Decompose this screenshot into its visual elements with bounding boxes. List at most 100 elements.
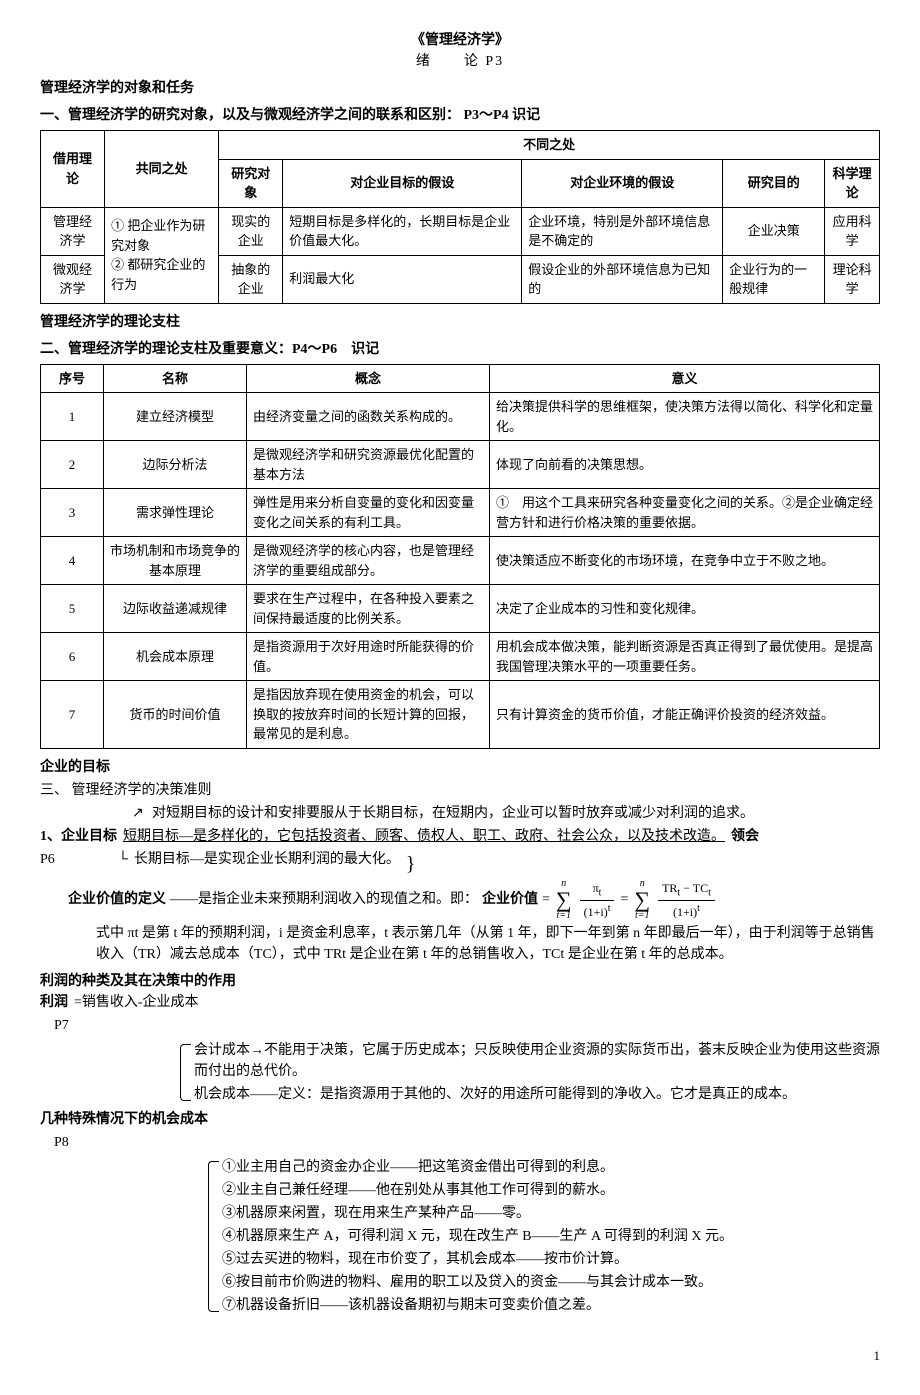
- sigma-icon: n∑t=1: [556, 879, 572, 921]
- section-1-sub: 一、管理经济学的研究对象，以及与微观经济学之间的联系和区别： P3～P4 识记: [40, 105, 880, 126]
- val-label: 企业价值: [482, 889, 538, 910]
- p6-label: P6: [40, 849, 68, 870]
- def-label: 企业价值的定义: [68, 889, 166, 910]
- section-3-sub: 三、 管理经济学的决策准则: [40, 780, 880, 801]
- list-item: ⑤过去买进的物料，现在市价变了，其机会成本——按市价计算。: [222, 1249, 880, 1270]
- table-row: 5: [41, 585, 104, 633]
- list-item: ⑥按目前市价购进的物料、雇用的职工以及贷入的资金——与其会计成本一致。: [222, 1272, 880, 1293]
- table-row: 企业环境，特别是外部环境信息是不确定的: [522, 207, 723, 255]
- profit-eq: =销售收入-企业成本: [74, 992, 199, 1013]
- table-row: 4: [41, 537, 104, 585]
- profit-line: 利润 =销售收入-企业成本: [40, 992, 880, 1013]
- th-sub1: 研究对象: [219, 159, 283, 207]
- opportunity-bracket: ①业主用自己的资金办企业——把这笔资金借出可得到的利息。 ②业主自己兼任经理——…: [222, 1157, 880, 1316]
- table-row: 是微观经济学的核心内容，也是管理经济学的重要组成部分。: [247, 537, 490, 585]
- brace-icon: }: [406, 849, 416, 879]
- section-5-heading: 几种特殊情况下的机会成本: [40, 1109, 208, 1130]
- arrow-note: 对短期目标的设计和安排要服从于长期目标，在短期内，企业可以暂时放弃或减少对利润的…: [152, 803, 880, 824]
- th-diff: 不同之处: [219, 131, 880, 160]
- section-1-heading: 管理经济学的对象和任务: [40, 78, 880, 99]
- table-row: 用机会成本做决策，能判断资源是否真正得到了最优使用。是提高我国管理决策水平的一项…: [490, 633, 880, 681]
- table-row: 是指资源用于次好用途时所能获得的价值。: [247, 633, 490, 681]
- th: 名称: [104, 364, 247, 393]
- goal-short: 短期目标—是多样化的，它包括投资者、顾客、债权人、职工、政府、社会公众，以及技术…: [123, 826, 725, 847]
- table-row: 3: [41, 489, 104, 537]
- eq: =: [542, 889, 550, 910]
- table-row: 是微观经济学和研究资源最优化配置的基本方法: [247, 441, 490, 489]
- table-row: 抽象的企业: [219, 255, 283, 303]
- list-item: ③机器原来闲置，现在用来生产某种产品——零。: [222, 1203, 880, 1224]
- section-5-heading-row: 几种特殊情况下的机会成本: [40, 1109, 880, 1130]
- table-row: 7: [41, 681, 104, 749]
- td-common: ① 把企业作为研究对象 ② 都研究企业的行为: [105, 207, 219, 303]
- doc-title: 《管理经济学》: [40, 30, 880, 51]
- th-sub4: 研究目的: [723, 159, 825, 207]
- list-item: ⑦机器设备折旧——该机器设备期初与期末可变卖价值之差。: [222, 1295, 880, 1316]
- section-2-heading: 管理经济学的理论支柱: [40, 312, 880, 333]
- table-row: 边际分析法: [104, 441, 247, 489]
- goal-lead: 1、企业目标: [40, 826, 117, 847]
- list-item: ①业主用自己的资金办企业——把这笔资金借出可得到的利息。: [222, 1157, 880, 1178]
- table-row: 企业决策: [723, 207, 825, 255]
- th: 概念: [247, 364, 490, 393]
- table-compare: 借用理论 共同之处 不同之处 研究对象 对企业目标的假设 对企业环境的假设 研究…: [40, 130, 880, 304]
- doc-subtitle: 绪 论 P3: [40, 51, 880, 72]
- table-row: 微观经济学: [41, 255, 105, 303]
- page-number: 1: [40, 1346, 880, 1366]
- list-item: 机会成本——定义：是指资源用于其他的、次好的用途所可能得到的净收入。它才是真正的…: [194, 1084, 880, 1105]
- table-row: 需求弹性理论: [104, 489, 247, 537]
- cost-bracket: 会计成本→不能用于决策，它属于历史成本；只反映使用企业资源的实际货币出，荟末反映…: [194, 1040, 880, 1105]
- th: 序号: [41, 364, 104, 393]
- def-text: ——是指企业未来预期利润收入的现值之和。即：: [170, 889, 478, 910]
- table-row: 决定了企业成本的习性和变化规律。: [490, 585, 880, 633]
- p8-label: P8: [54, 1132, 880, 1153]
- list-item: ②业主自己兼任经理——他在别处从事其他工作可得到的薪水。: [222, 1180, 880, 1201]
- th: 意义: [490, 364, 880, 393]
- table-row: 2: [41, 441, 104, 489]
- section-3-heading: 企业的目标: [40, 757, 880, 778]
- table-row: 建立经济模型: [104, 393, 247, 441]
- table-row: 企业行为的一般规律: [723, 255, 825, 303]
- table-row: 使决策适应不断变化的市场环境，在竞争中立于不败之地。: [490, 537, 880, 585]
- fraction: TRt − TCt(1+i)t: [658, 879, 715, 921]
- table-row: 现实的企业: [219, 207, 283, 255]
- table-row: 给决策提供科学的思维框架，使决策方法得以简化、科学化和定量化。: [490, 393, 880, 441]
- goal-long-line: P6 └ 长期目标—是实现企业长期利润的最大化。 }: [40, 849, 880, 879]
- profit-lead: 利润: [40, 992, 68, 1013]
- eq: =: [620, 889, 628, 910]
- th-sub5: 科学理论: [825, 159, 880, 207]
- table-row: 管理经济学: [41, 207, 105, 255]
- table-row: 假设企业的外部环境信息为已知的: [522, 255, 723, 303]
- table-row: 短期目标是多样化的，长期目标是企业价值最大化。: [283, 207, 522, 255]
- table-row: 市场机制和市场竞争的基本原理: [104, 537, 247, 585]
- goal-short-line: 1、企业目标 短期目标—是多样化的，它包括投资者、顾客、债权人、职工、政府、社会…: [40, 826, 880, 847]
- th-sub2: 对企业目标的假设: [283, 159, 522, 207]
- table-row: 6: [41, 633, 104, 681]
- table-row: ① 用这个工具来研究各种变量变化之间的关系。②是企业确定经营方针和进行价格决策的…: [490, 489, 880, 537]
- goal-long: 长期目标—是实现企业长期利润的最大化。: [134, 849, 400, 870]
- table-row: 理论科学: [825, 255, 880, 303]
- table-row: 体现了向前看的决策思想。: [490, 441, 880, 489]
- table-row: 是指因放弃现在使用资金的机会，可以换取的按放弃时间的长短计算的回报，最常见的是利…: [247, 681, 490, 749]
- table-row: 只有计算资金的货币价值，才能正确评价投资的经济效益。: [490, 681, 880, 749]
- table-row: 由经济变量之间的函数关系构成的。: [247, 393, 490, 441]
- table-pillars: 序号 名称 概念 意义 1建立经济模型由经济变量之间的函数关系构成的。给决策提供…: [40, 364, 880, 749]
- goal-tail: 领会: [731, 826, 759, 847]
- table-row: 利润最大化: [283, 255, 522, 303]
- section-2-sub: 二、管理经济学的理论支柱及重要意义：P4～P6 识记: [40, 339, 880, 360]
- p7-label: P7: [54, 1015, 880, 1036]
- formula-explain: 式中 πt 是第 t 年的预期利润，i 是资金利息率，t 表示第几年（从第 1 …: [96, 923, 880, 965]
- table-row: 边际收益递减规律: [104, 585, 247, 633]
- th-theory: 借用理论: [41, 131, 105, 208]
- table-row: 要求在生产过程中，在各种投入要素之间保持最适度的比例关系。: [247, 585, 490, 633]
- table-row: 货币的时间价值: [104, 681, 247, 749]
- list-item: 会计成本→不能用于决策，它属于历史成本；只反映使用企业资源的实际货币出，荟末反映…: [194, 1040, 880, 1082]
- section-4-heading: 利润的种类及其在决策中的作用: [40, 971, 880, 992]
- table-row: 1: [41, 393, 104, 441]
- sigma-icon: n∑t=1: [634, 879, 650, 921]
- list-item: ④机器原来生产 A，可得利润 X 元，现在改生产 B——生产 A 可得到的利润 …: [222, 1226, 880, 1247]
- value-definition: 企业价值的定义 ——是指企业未来预期利润收入的现值之和。即： 企业价值 = n∑…: [68, 879, 880, 921]
- th-common: 共同之处: [105, 131, 219, 208]
- table-row: 应用科学: [825, 207, 880, 255]
- th-sub3: 对企业环境的假设: [522, 159, 723, 207]
